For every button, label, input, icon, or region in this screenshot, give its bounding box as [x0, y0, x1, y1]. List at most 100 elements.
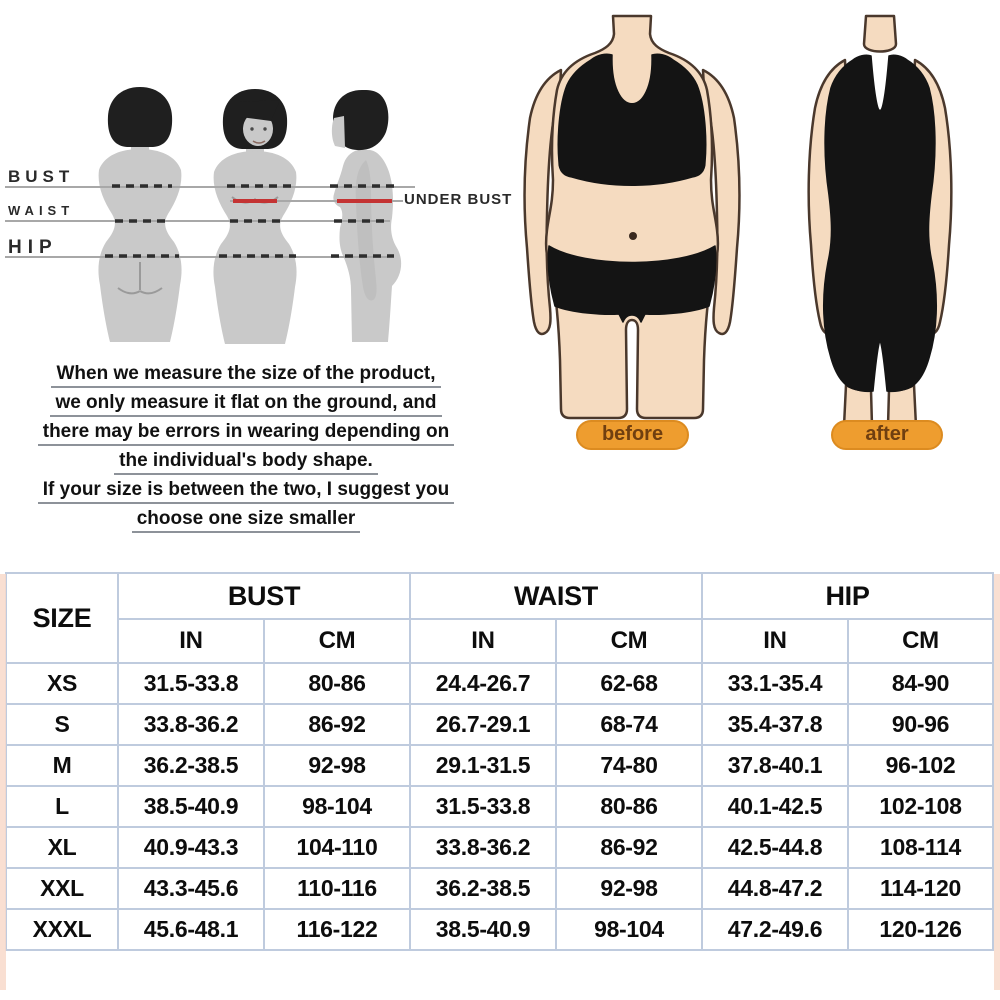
value-cell: 74-80: [555, 744, 703, 787]
value-cell: 62-68: [555, 662, 703, 705]
value-cell: 33.8-36.2: [117, 703, 265, 746]
value-cell: 37.8-40.1: [701, 744, 849, 787]
before-badge: before: [576, 420, 689, 450]
note-line-6: choose one size smaller: [131, 508, 361, 533]
before-after-figures: [523, 14, 953, 433]
size-cell: XL: [5, 826, 119, 869]
waist-cm-header: CM: [555, 618, 703, 664]
value-cell: 36.2-38.5: [409, 867, 557, 910]
right-pink-edge: [994, 574, 1000, 990]
table-row-xxxl: XXXL 45.6-48.1 116-122 38.5-40.9 98-104 …: [5, 908, 995, 951]
value-cell: 29.1-31.5: [409, 744, 557, 787]
value-cell: 92-98: [263, 744, 411, 787]
value-cell: 98-104: [263, 785, 411, 828]
hip-in-header: IN: [701, 618, 849, 664]
value-cell: 92-98: [555, 867, 703, 910]
face: [243, 112, 273, 146]
value-cell: 40.1-42.5: [701, 785, 849, 828]
value-cell: 110-116: [263, 867, 411, 910]
after-badge-label: after: [865, 423, 909, 445]
value-cell: 114-120: [846, 867, 995, 910]
left-pink-edge: [0, 574, 6, 990]
table-row-xxl: XXL 43.3-45.6 110-116 36.2-38.5 92-98 44…: [5, 867, 995, 910]
table-row-xl: XL 40.9-43.3 104-110 33.8-36.2 86-92 42.…: [5, 826, 995, 869]
figure-side-view: [331, 90, 402, 342]
value-cell: 44.8-47.2: [701, 867, 849, 910]
size-table: SIZE BUST WAIST HIP IN CM IN CM IN CM XS…: [5, 572, 995, 951]
value-cell: 33.1-35.4: [701, 662, 849, 705]
value-cell: 102-108: [846, 785, 995, 828]
value-cell: 90-96: [846, 703, 995, 746]
note-line-5: If your size is between the two, I sugge…: [37, 479, 455, 504]
value-cell: 31.5-33.8: [409, 785, 557, 828]
size-cell: XXL: [5, 867, 119, 910]
sports-bra: [557, 53, 707, 186]
size-column-header: SIZE: [5, 572, 119, 664]
hair-back: [107, 87, 173, 147]
waist-label: WAIST: [8, 203, 75, 218]
before-figure: [523, 14, 741, 420]
note-line-1: When we measure the size of the product,: [51, 363, 441, 388]
under-bust-label: UNDER BUST: [404, 191, 513, 208]
value-cell: 36.2-38.5: [117, 744, 265, 787]
note-line-2: we only measure it flat on the ground, a…: [50, 392, 442, 417]
value-cell: 84-90: [846, 662, 995, 705]
value-cell: 24.4-26.7: [409, 662, 557, 705]
bust-group-header: BUST: [117, 572, 411, 620]
value-cell: 80-86: [263, 662, 411, 705]
bust-label: BUST: [8, 167, 75, 186]
after-badge: after: [831, 420, 943, 450]
measurement-note: When we measure the size of the product,…: [0, 363, 492, 538]
note-line-3: there may be errors in wearing depending…: [37, 421, 455, 446]
value-cell: 96-102: [846, 744, 995, 787]
value-cell: 43.3-45.6: [117, 867, 265, 910]
value-cell: 26.7-29.1: [409, 703, 557, 746]
value-cell: 42.5-44.8: [701, 826, 849, 869]
value-cell: 120-126: [846, 908, 995, 951]
table-row-xs: XS 31.5-33.8 80-86 24.4-26.7 62-68 33.1-…: [5, 662, 995, 705]
figure-back-view: [98, 87, 182, 342]
value-cell: 104-110: [263, 826, 411, 869]
waist-group-header: WAIST: [409, 572, 703, 620]
hip-group-header: HIP: [700, 572, 995, 620]
bust-in-header: IN: [117, 618, 265, 664]
table-row-l: L 38.5-40.9 98-104 31.5-33.8 80-86 40.1-…: [5, 785, 995, 828]
value-cell: 33.8-36.2: [409, 826, 557, 869]
bodysuit: [822, 54, 938, 393]
value-cell: 38.5-40.9: [409, 908, 557, 951]
size-cell: XS: [5, 662, 119, 705]
hair-side: [333, 90, 389, 151]
value-cell: 35.4-37.8: [701, 703, 849, 746]
value-cell: 86-92: [263, 703, 411, 746]
bust-cm-header: CM: [263, 618, 411, 664]
value-cell: 116-122: [263, 908, 411, 951]
dashed-measurement-marks: [105, 184, 394, 258]
value-cell: 80-86: [555, 785, 703, 828]
value-cell: 98-104: [555, 908, 703, 951]
before-badge-label: before: [601, 423, 664, 445]
value-cell: 31.5-33.8: [117, 662, 265, 705]
hip-cm-header: CM: [846, 618, 995, 664]
size-cell: M: [5, 744, 119, 787]
value-cell: 108-114: [846, 826, 995, 869]
boy-shorts: [547, 245, 717, 323]
value-cell: 45.6-48.1: [117, 908, 265, 951]
value-cell: 47.2-49.6: [701, 908, 849, 951]
value-cell: 40.9-43.3: [117, 826, 265, 869]
navel: [629, 232, 637, 240]
value-cell: 86-92: [555, 826, 703, 869]
measurement-diagram: [5, 87, 415, 344]
value-cell: 68-74: [555, 703, 703, 746]
hip-label: HIP: [8, 237, 58, 258]
waist-in-header: IN: [409, 618, 557, 664]
after-figure: [807, 14, 953, 433]
size-cell: XXXL: [5, 908, 119, 951]
size-cell: L: [5, 785, 119, 828]
size-cell: S: [5, 703, 119, 746]
note-line-4: the individual's body shape.: [114, 450, 378, 475]
table-row-s: S 33.8-36.2 86-92 26.7-29.1 68-74 35.4-3…: [5, 703, 995, 746]
value-cell: 38.5-40.9: [117, 785, 265, 828]
table-row-m: M 36.2-38.5 92-98 29.1-31.5 74-80 37.8-4…: [5, 744, 995, 787]
figure-front-view: [213, 89, 297, 344]
